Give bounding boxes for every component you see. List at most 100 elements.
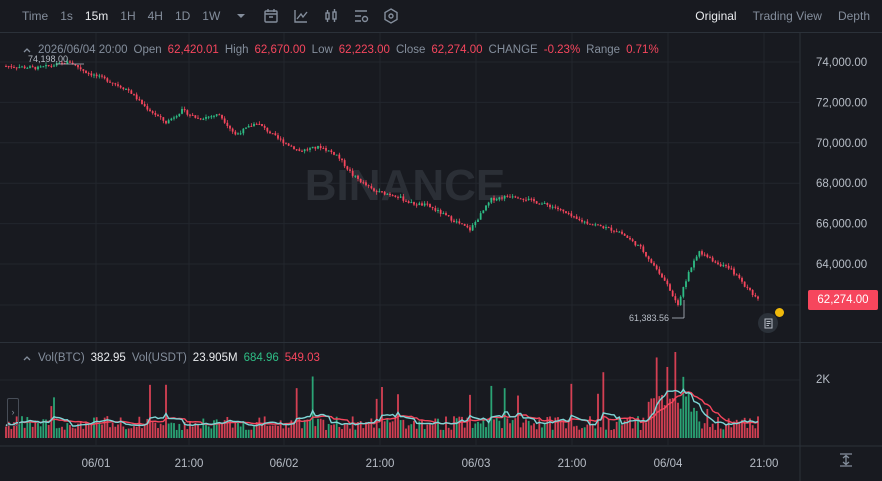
volume-bar xyxy=(37,423,39,438)
candle-body xyxy=(298,149,301,151)
volume-bar xyxy=(391,421,394,438)
volume-bar xyxy=(602,372,605,438)
volume-bar xyxy=(303,420,306,438)
candle-body xyxy=(549,204,551,208)
volume-bar xyxy=(378,428,381,438)
volume-bar xyxy=(621,425,623,438)
volume-bar xyxy=(269,425,271,438)
candle-body xyxy=(71,62,74,65)
candle-body xyxy=(207,116,210,118)
range-label: Range xyxy=(586,44,621,56)
candle-body xyxy=(106,78,109,82)
line-tool-icon[interactable] xyxy=(293,8,309,24)
volume-bar xyxy=(157,428,159,438)
volume-bar xyxy=(263,416,266,438)
vol-ma-slow-value: 549.03 xyxy=(284,352,320,364)
volume-bar xyxy=(674,352,677,438)
view-depth[interactable]: Depth xyxy=(837,9,870,23)
candle-body xyxy=(338,154,341,159)
volume-bar xyxy=(175,429,178,438)
volume-bar xyxy=(95,417,98,438)
view-original[interactable]: Original xyxy=(695,9,737,23)
candle-body xyxy=(439,210,442,214)
volume-bar xyxy=(39,426,42,438)
volume-bar xyxy=(661,394,663,438)
volume-bar xyxy=(338,426,341,438)
candle-body xyxy=(378,191,381,193)
volume-bar xyxy=(261,425,263,438)
interval-1w[interactable]: 1W xyxy=(202,9,221,23)
chart-settings-icon[interactable] xyxy=(383,8,399,24)
volume-bar xyxy=(565,428,567,438)
candle-body xyxy=(394,195,397,197)
fit-scale-icon[interactable] xyxy=(838,452,854,468)
candle-body xyxy=(93,74,95,76)
candle-body xyxy=(5,66,7,68)
candle-body xyxy=(711,257,714,262)
volume-bar xyxy=(442,429,445,438)
candle-body xyxy=(170,118,173,121)
candle-body xyxy=(18,67,21,69)
candle-body xyxy=(495,199,498,201)
interval-4h[interactable]: 4H xyxy=(147,9,163,23)
volume-bar xyxy=(709,427,711,438)
candle-body xyxy=(122,87,125,90)
candle-type-icon[interactable] xyxy=(323,8,339,24)
volume-bar xyxy=(482,418,485,438)
news-button[interactable] xyxy=(758,313,778,333)
pane-divider[interactable] xyxy=(0,342,882,343)
candle-body xyxy=(181,108,183,114)
expand-panel-button[interactable]: › xyxy=(7,398,19,426)
volume-bar xyxy=(253,426,255,438)
volume-bar xyxy=(562,419,565,438)
volume-bar xyxy=(698,421,701,438)
candle-body xyxy=(709,257,711,259)
volume-bar xyxy=(426,424,429,438)
candle-body xyxy=(418,203,421,206)
interval-1d[interactable]: 1D xyxy=(174,9,191,23)
candle-body xyxy=(415,204,418,206)
volume-collapse-icon[interactable] xyxy=(22,354,32,364)
candle-body xyxy=(738,274,741,278)
volume-bar xyxy=(367,422,370,438)
candle-body xyxy=(381,191,383,193)
volume-bar xyxy=(477,421,479,438)
candle-body xyxy=(311,146,314,149)
candle-body xyxy=(519,198,522,200)
candle-body xyxy=(655,265,658,270)
view-trading-view[interactable]: Trading View xyxy=(752,9,822,23)
view-switcher: Original Trading View Depth xyxy=(695,0,870,32)
volume-bar xyxy=(626,418,629,438)
volume-bar xyxy=(127,428,130,438)
high-value: 62,670.00 xyxy=(254,44,306,56)
candle-body xyxy=(210,116,213,118)
candle-body xyxy=(58,62,61,64)
volume-bar xyxy=(639,429,642,438)
volume-bar xyxy=(106,416,109,438)
interval-dropdown-icon[interactable] xyxy=(233,8,249,24)
volume-bar xyxy=(431,425,434,438)
volume-bar xyxy=(5,426,7,438)
candle-body xyxy=(125,88,127,90)
interval-1h[interactable]: 1H xyxy=(120,9,136,23)
candle-body xyxy=(719,264,722,267)
candle-body xyxy=(445,213,447,216)
time-label[interactable]: Time xyxy=(22,9,49,23)
candle-body xyxy=(442,213,445,215)
volume-bar xyxy=(21,416,23,438)
volume-bar xyxy=(130,428,133,438)
candle-body xyxy=(733,268,735,275)
indicator-settings-icon[interactable] xyxy=(353,8,369,24)
candle-body xyxy=(429,204,431,208)
collapse-icon[interactable] xyxy=(22,46,32,56)
volume-bar xyxy=(666,366,669,438)
candle-body xyxy=(101,75,103,77)
interval-15m[interactable]: 15m xyxy=(84,9,109,23)
candle-body xyxy=(79,67,82,70)
candle-body xyxy=(306,149,309,151)
volume-bar xyxy=(362,428,365,438)
calendar-icon[interactable] xyxy=(263,8,279,24)
volume-bar xyxy=(495,417,498,438)
interval-1s[interactable]: 1s xyxy=(60,9,73,23)
